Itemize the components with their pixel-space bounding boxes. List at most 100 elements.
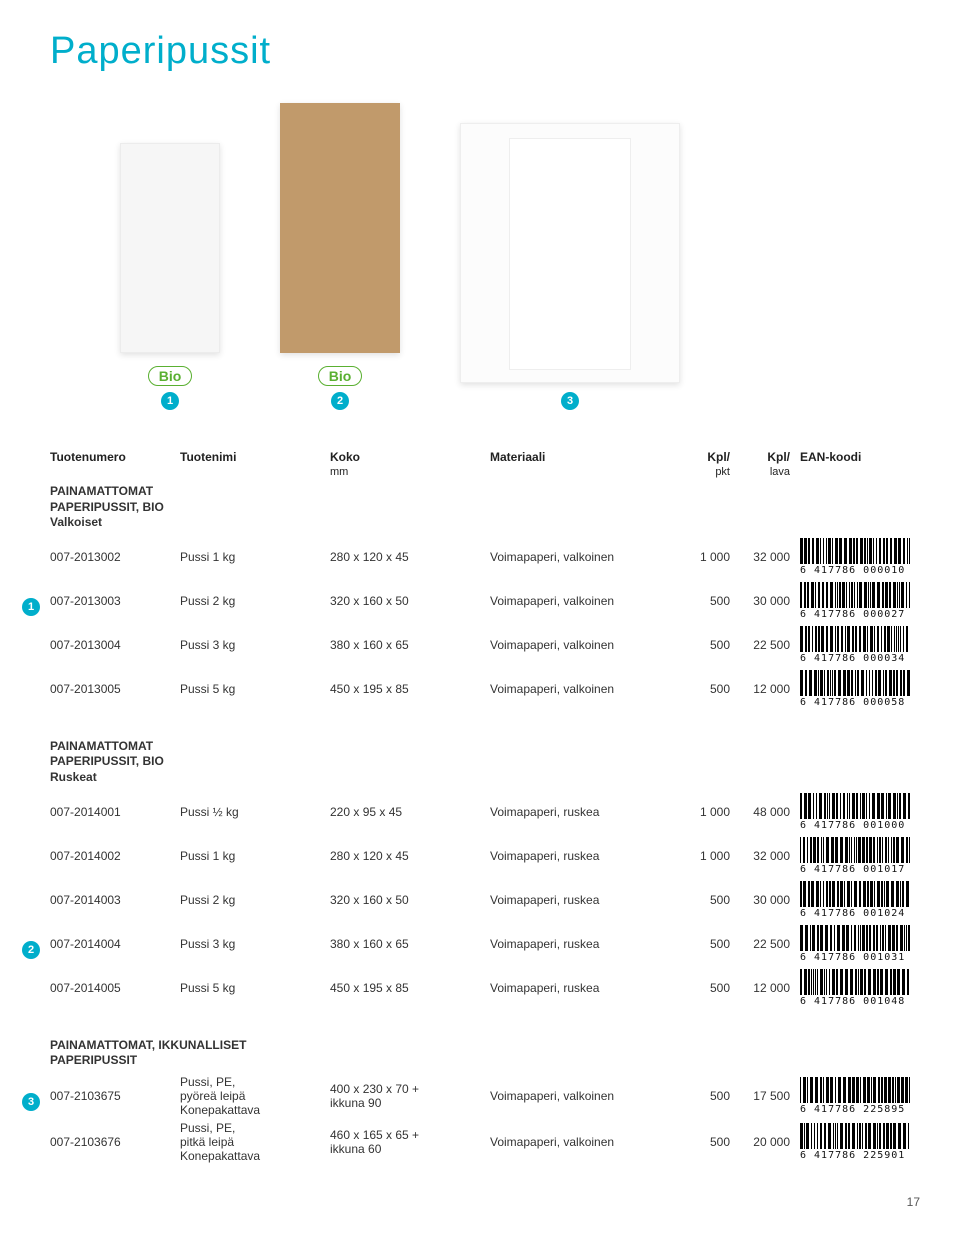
cell-lava: 17 500: [740, 1087, 800, 1105]
col-kpl-pkt-label: Kpl/: [707, 450, 730, 464]
cell-ean: 6 417786 225895: [800, 1075, 920, 1117]
cell-lava: 22 500: [740, 935, 800, 953]
cell-materiaali: Voimapaperi, valkoinen: [490, 680, 680, 698]
barcode: 6 417786 000058: [800, 670, 916, 708]
col-kpl-pkt-sub: pkt: [715, 466, 730, 478]
ean-text: 6 417786 001048: [800, 996, 905, 1007]
cell-ean: 6 417786 000034: [800, 624, 920, 666]
bag-brown-icon: [280, 103, 400, 353]
cell-koko: 450 x 195 x 85: [330, 979, 490, 997]
cell-pkt: 1 000: [680, 847, 740, 865]
bag-window-icon: [460, 123, 680, 383]
col-kpl-lava: Kpl/ lava: [740, 450, 800, 478]
col-kpl-lava-label: Kpl/: [767, 450, 790, 464]
cell-ean: 6 417786 225901: [800, 1121, 920, 1163]
cell-tuotenumero: 007-2013004: [50, 636, 180, 654]
barcode: 6 417786 001000: [800, 793, 916, 831]
cell-ean: 6 417786 000058: [800, 668, 920, 710]
cell-koko: 280 x 120 x 45: [330, 847, 490, 865]
cell-tuotenumero: 007-2014004: [50, 935, 180, 953]
cell-tuotenumero: 007-2014001: [50, 803, 180, 821]
col-koko-label: Koko: [330, 450, 360, 464]
ean-text: 6 417786 000010: [800, 565, 905, 576]
cell-pkt: 500: [680, 979, 740, 997]
row-marker: 3: [22, 1093, 40, 1111]
cell-pkt: 500: [680, 1087, 740, 1105]
cell-materiaali: Voimapaperi, valkoinen: [490, 1087, 680, 1105]
cell-koko: 460 x 165 x 65 +ikkuna 60: [330, 1126, 490, 1158]
table-row: 007-2013004Pussi 3 kg380 x 160 x 65Voima…: [50, 623, 920, 667]
cell-tuotenumero: 007-2013003: [50, 592, 180, 610]
cell-lava: 30 000: [740, 891, 800, 909]
cell-tuotenimi: Pussi 2 kg: [180, 891, 330, 909]
section-gap: [50, 711, 920, 733]
cell-materiaali: Voimapaperi, valkoinen: [490, 1133, 680, 1151]
ean-text: 6 417786 000027: [800, 609, 905, 620]
cell-tuotenimi: Pussi 2 kg: [180, 592, 330, 610]
cell-tuotenumero: 007-2013002: [50, 548, 180, 566]
page-title: Paperipussit: [50, 30, 920, 73]
cell-lava: 32 000: [740, 847, 800, 865]
row-marker: 1: [22, 598, 40, 616]
cell-tuotenimi: Pussi 3 kg: [180, 935, 330, 953]
barcode: 6 417786 001031: [800, 925, 916, 963]
cell-tuotenumero: 007-2103675: [50, 1087, 180, 1105]
col-tuotenumero: Tuotenumero: [50, 450, 180, 478]
table-row: 2007-2014004Pussi 3 kg380 x 160 x 65Voim…: [50, 922, 920, 966]
col-kpl-pkt: Kpl/ pkt: [680, 450, 740, 478]
table-row: 1007-2013003Pussi 2 kg320 x 160 x 50Voim…: [50, 579, 920, 623]
col-ean: EAN-koodi: [800, 450, 920, 478]
cell-ean: 6 417786 000010: [800, 536, 920, 578]
cell-pkt: 1 000: [680, 548, 740, 566]
cell-materiaali: Voimapaperi, ruskea: [490, 803, 680, 821]
barcode: 6 417786 000027: [800, 582, 916, 620]
cell-pkt: 500: [680, 680, 740, 698]
col-tuotenimi: Tuotenimi: [180, 450, 330, 478]
cell-pkt: 500: [680, 935, 740, 953]
cell-tuotenimi: Pussi 1 kg: [180, 847, 330, 865]
ean-text: 6 417786 225901: [800, 1150, 905, 1161]
ean-text: 6 417786 225895: [800, 1104, 905, 1115]
bio-badge: Bio: [318, 366, 363, 386]
product-badge-3: 3: [561, 392, 579, 410]
cell-materiaali: Voimapaperi, ruskea: [490, 847, 680, 865]
ean-text: 6 417786 001017: [800, 864, 905, 875]
barcode: 6 417786 000010: [800, 538, 916, 576]
cell-koko: 400 x 230 x 70 +ikkuna 90: [330, 1080, 490, 1112]
table-row: 007-2013002Pussi 1 kg280 x 120 x 45Voima…: [50, 535, 920, 579]
cell-ean: 6 417786 001000: [800, 791, 920, 833]
cell-ean: 6 417786 001031: [800, 923, 920, 965]
cell-ean: 6 417786 001048: [800, 967, 920, 1009]
cell-koko: 450 x 195 x 85: [330, 680, 490, 698]
cell-materiaali: Voimapaperi, ruskea: [490, 891, 680, 909]
cell-pkt: 500: [680, 592, 740, 610]
col-koko-sub: mm: [330, 466, 348, 478]
cell-ean: 6 417786 000027: [800, 580, 920, 622]
barcode: 6 417786 225895: [800, 1077, 916, 1115]
barcode: 6 417786 001024: [800, 881, 916, 919]
product-images-row: Bio 1 Bio 2 3: [50, 103, 920, 410]
cell-tuotenumero: 007-2014003: [50, 891, 180, 909]
product-badge-1: 1: [161, 392, 179, 410]
table-row: 007-2014002Pussi 1 kg280 x 120 x 45Voima…: [50, 834, 920, 878]
cell-pkt: 500: [680, 1133, 740, 1151]
cell-pkt: 500: [680, 891, 740, 909]
table-row: 007-2014005Pussi 5 kg450 x 195 x 85Voima…: [50, 966, 920, 1010]
table-body: PAINAMATTOMATPAPERIPUSSIT, BIOValkoiset0…: [50, 484, 920, 1165]
cell-lava: 20 000: [740, 1133, 800, 1151]
cell-koko: 280 x 120 x 45: [330, 548, 490, 566]
cell-tuotenumero: 007-2013005: [50, 680, 180, 698]
cell-lava: 12 000: [740, 979, 800, 997]
cell-pkt: 1 000: [680, 803, 740, 821]
cell-tuotenimi: Pussi 5 kg: [180, 680, 330, 698]
cell-tuotenumero: 007-2014002: [50, 847, 180, 865]
barcode: 6 417786 001017: [800, 837, 916, 875]
section-gap: [50, 1010, 920, 1032]
ean-text: 6 417786 001024: [800, 908, 905, 919]
section-label: PAINAMATTOMATPAPERIPUSSIT, BIOValkoiset: [50, 484, 920, 531]
cell-ean: 6 417786 001017: [800, 835, 920, 877]
cell-lava: 48 000: [740, 803, 800, 821]
table-row: 007-2013005Pussi 5 kg450 x 195 x 85Voima…: [50, 667, 920, 711]
section-label: PAINAMATTOMATPAPERIPUSSIT, BIORuskeat: [50, 739, 920, 786]
cell-tuotenimi: Pussi, PE,pyöreä leipäKonepakattava: [180, 1073, 330, 1119]
